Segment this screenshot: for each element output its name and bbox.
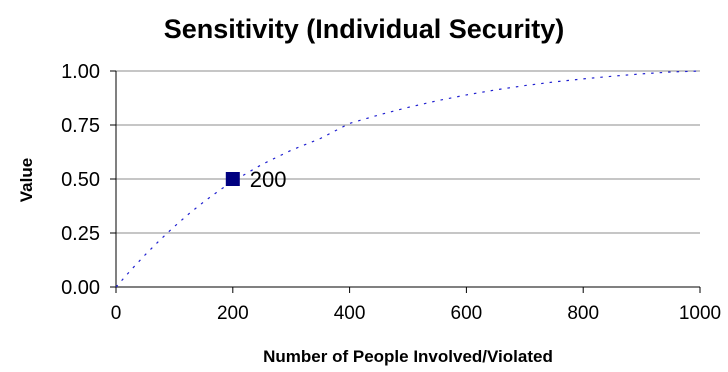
y-tick-label-0: 0.00 [61,277,100,299]
y-axis-label: Value [17,158,36,202]
y-tick-label-2: 0.50 [61,169,100,191]
x-tick-label-4: 800 [567,303,599,324]
marker-label: 200 [250,167,287,192]
x-tick-label-5: 1000 [679,303,721,324]
gridlines [110,70,700,288]
x-tick-label-2: 400 [334,303,366,324]
y-tick-label-3: 0.75 [61,115,100,137]
x-tick-label-3: 600 [451,303,483,324]
x-tick-label-1: 200 [217,303,249,324]
x-tick-label-0: 0 [111,303,122,324]
x-tick-labels: 0 200 400 600 800 1000 [111,303,721,324]
y-tick-label-4: 1.00 [61,61,100,83]
x-axis-label: Number of People Involved/Violated [263,347,553,366]
axes [115,71,701,293]
y-tick-labels: 0.00 0.25 0.50 0.75 1.00 [61,61,100,299]
y-tick-label-1: 0.25 [61,223,100,245]
marker-square [225,172,240,186]
highlight-marker: 200 [225,167,287,192]
chart-title: Sensitivity (Individual Security) [164,14,565,44]
